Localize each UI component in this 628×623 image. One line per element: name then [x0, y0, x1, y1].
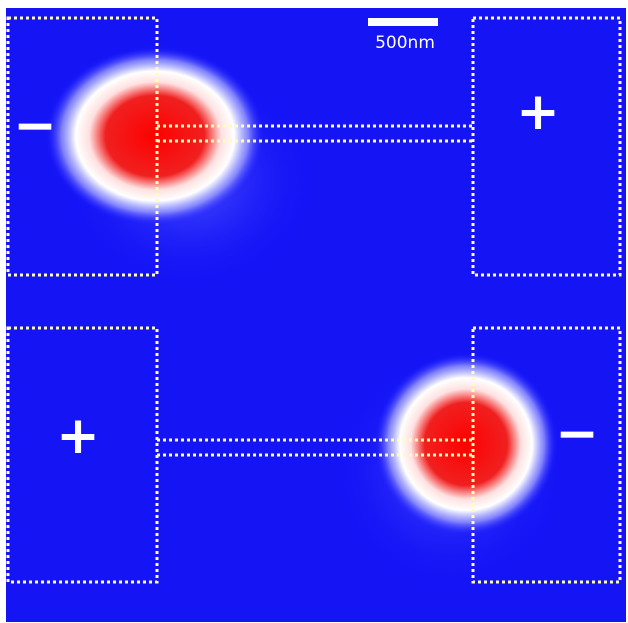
sign: − — [555, 404, 599, 464]
panel-bottom: + − — [6, 294, 626, 622]
hot-spot — [45, 46, 265, 226]
scale-label: 500nm — [375, 33, 435, 53]
sign: + — [56, 406, 100, 466]
panel-top: 500nm − + — [6, 8, 626, 294]
sign: − — [13, 96, 57, 156]
figure: 500nm − + + − — [0, 0, 628, 623]
sign: + — [516, 82, 560, 142]
hot-spot — [374, 352, 558, 536]
scale-bar — [368, 18, 438, 26]
